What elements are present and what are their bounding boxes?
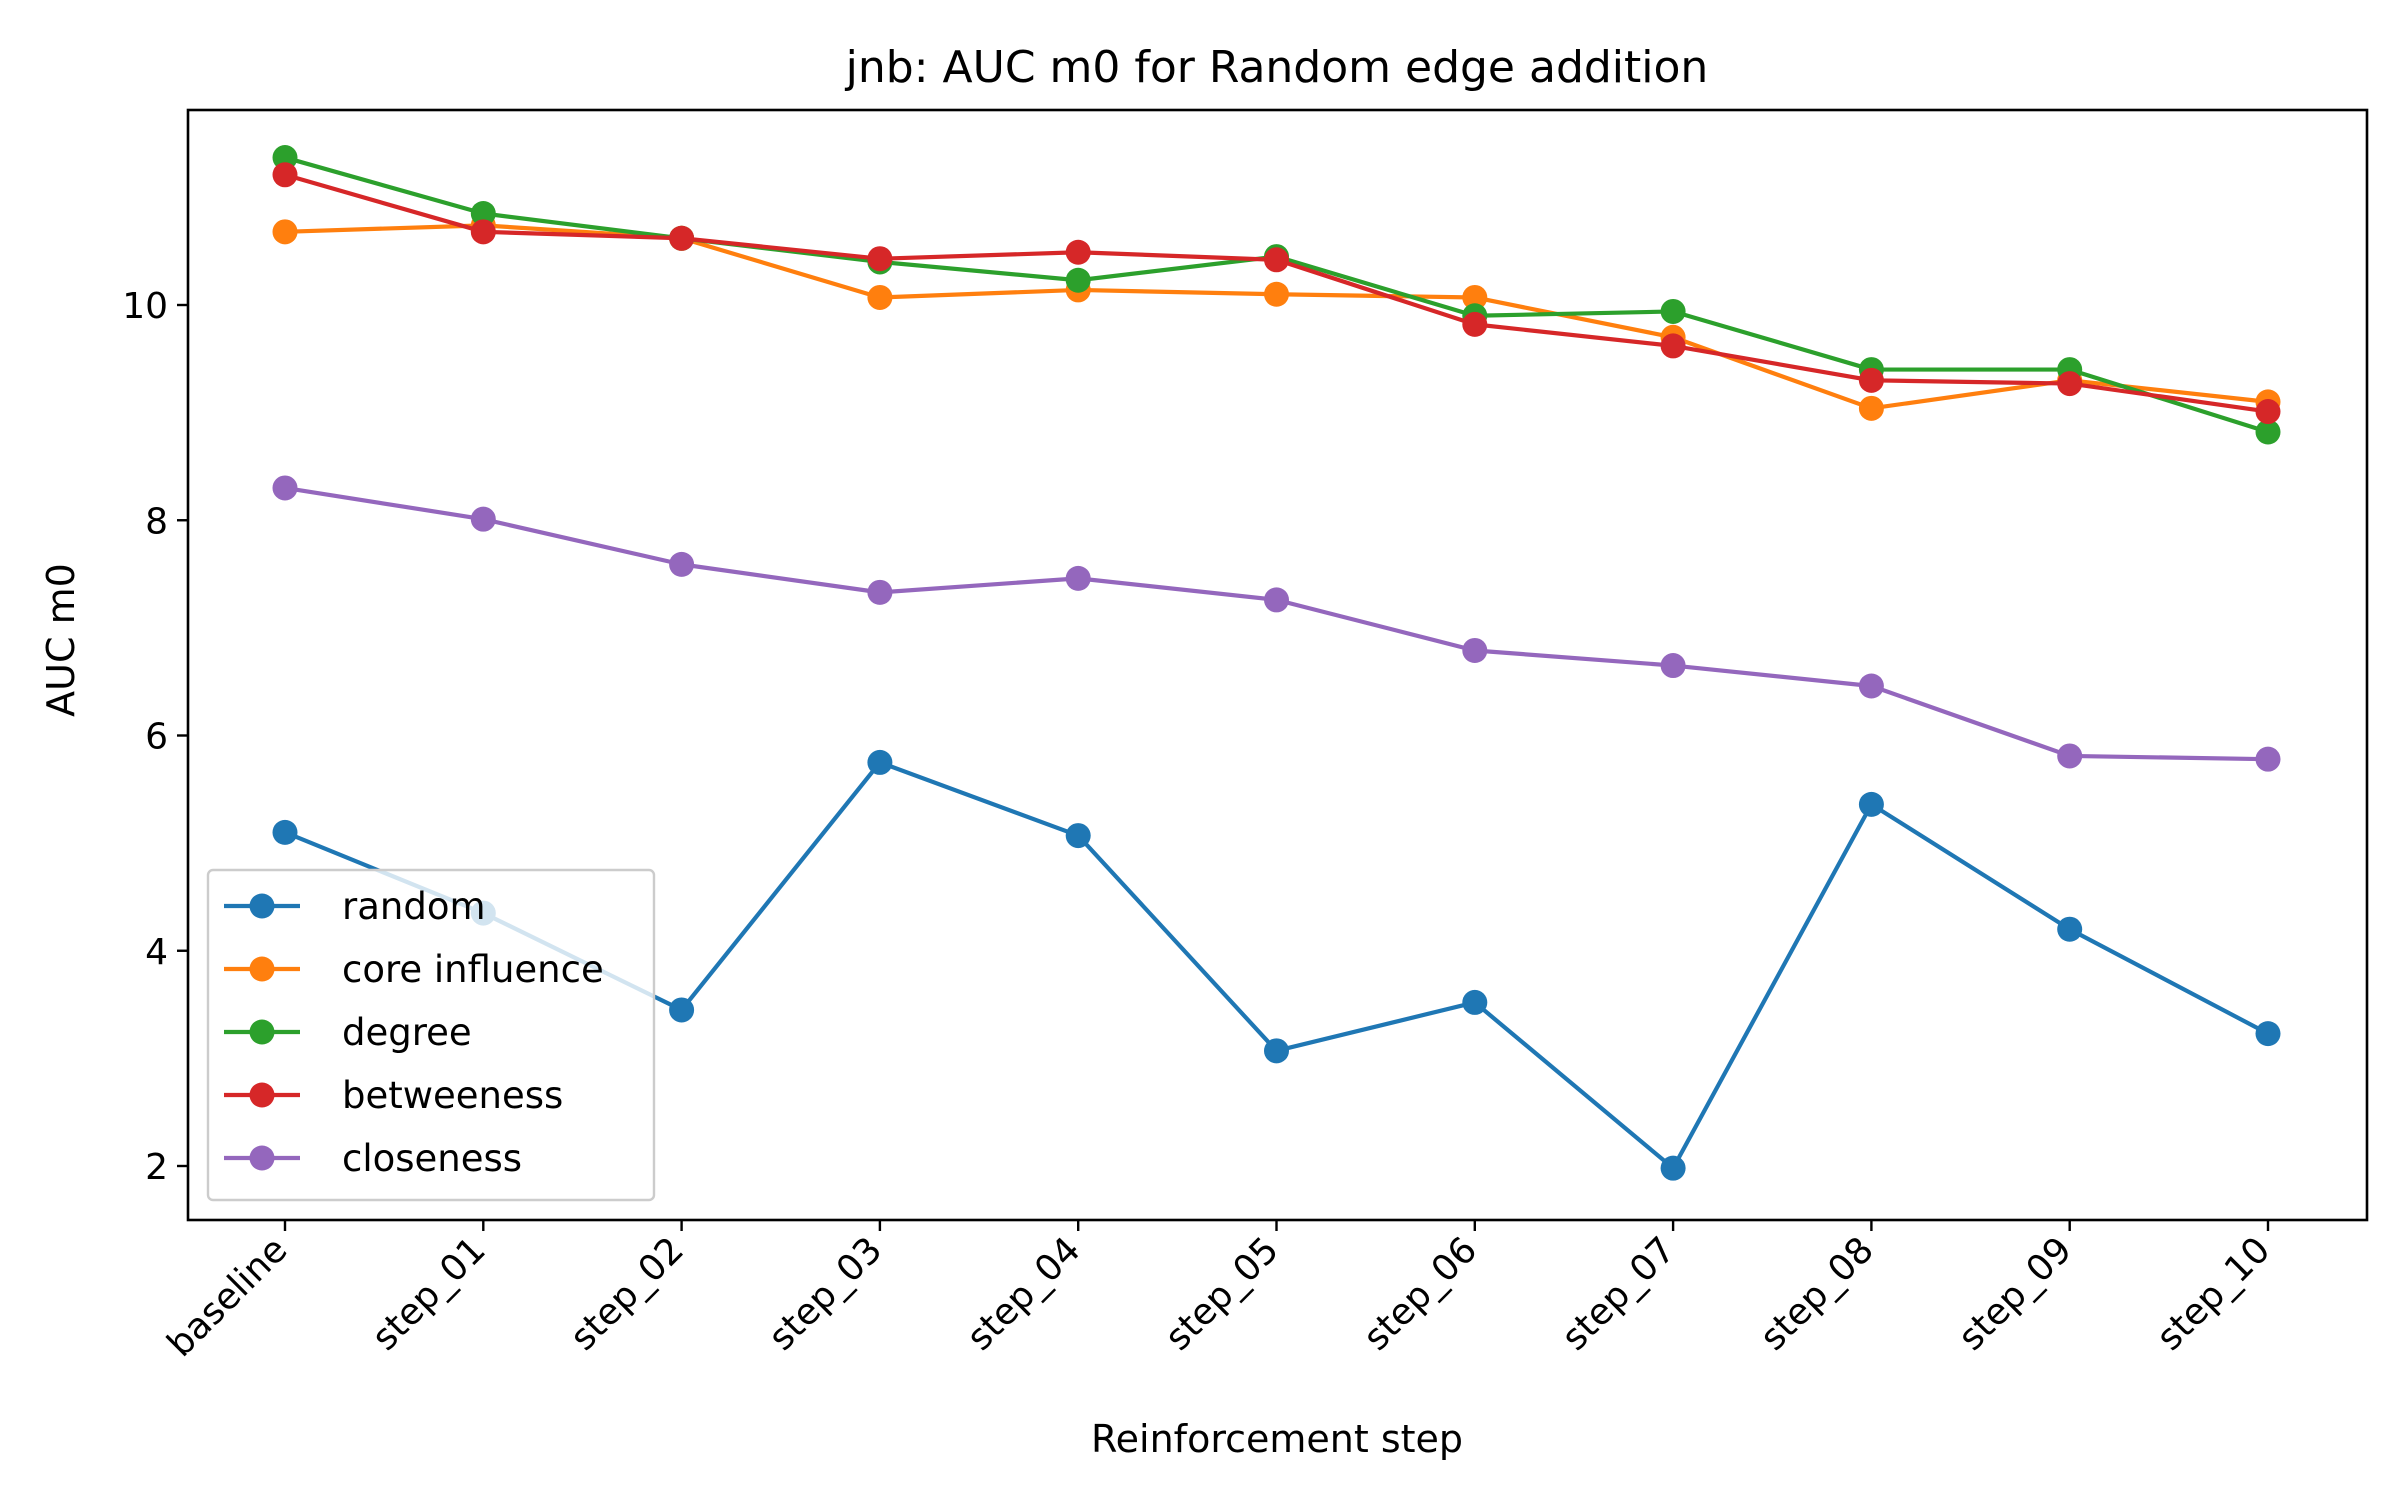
data-point xyxy=(470,201,496,227)
data-point xyxy=(1264,587,1289,613)
legend-label: degree xyxy=(342,1011,472,1054)
data-point xyxy=(1660,333,1686,359)
data-point xyxy=(2255,399,2281,425)
data-point xyxy=(867,284,893,310)
data-point xyxy=(1462,637,1488,663)
y-axis-label: AUC m0 xyxy=(39,563,83,717)
data-point xyxy=(272,219,298,245)
data-point xyxy=(470,219,496,245)
legend: random core influence degree betweeness clos… xyxy=(206,868,656,1202)
data-point xyxy=(2255,419,2281,445)
legend-item: degree xyxy=(224,1011,472,1054)
y-tick-label: 4 xyxy=(145,932,168,973)
data-point xyxy=(867,749,893,775)
data-point xyxy=(1264,1038,1289,1064)
data-point xyxy=(272,145,298,171)
series-betweeness xyxy=(272,162,2281,425)
y-tick-label: 6 xyxy=(145,717,168,758)
y-tick-label: 10 xyxy=(122,286,168,327)
legend-label: core influence xyxy=(342,948,604,991)
data-point xyxy=(2255,746,2281,772)
data-point xyxy=(1065,565,1091,591)
y-tick-label: 2 xyxy=(145,1147,168,1188)
data-point xyxy=(669,225,695,251)
legend-marker xyxy=(249,1019,275,1045)
legend-item: random xyxy=(224,885,486,928)
legend-item: core influence xyxy=(224,948,604,991)
chart-title: jnb: AUC m0 for Random edge addition xyxy=(845,42,1709,93)
data-point xyxy=(1660,1155,1686,1181)
data-point xyxy=(1065,267,1091,293)
data-point xyxy=(1660,653,1686,679)
data-point xyxy=(1660,298,1686,324)
data-point xyxy=(2255,1021,2281,1047)
data-point xyxy=(867,579,893,605)
data-point xyxy=(2057,371,2083,397)
data-point xyxy=(1065,239,1091,265)
data-point xyxy=(2057,916,2083,942)
data-point xyxy=(272,819,298,845)
legend-marker xyxy=(249,1145,275,1171)
legend-marker xyxy=(249,1082,275,1108)
series-closeness xyxy=(272,475,2281,772)
data-point xyxy=(272,162,298,188)
plot-area xyxy=(272,145,2281,1181)
data-point xyxy=(669,997,695,1023)
legend-label: closeness xyxy=(342,1137,522,1180)
legend-marker xyxy=(249,893,275,919)
data-point xyxy=(669,551,695,577)
legend-marker xyxy=(249,956,275,982)
data-point xyxy=(1858,791,1884,817)
data-point xyxy=(1462,284,1488,310)
data-point xyxy=(1264,247,1289,273)
data-point xyxy=(272,475,298,501)
data-point xyxy=(1462,311,1488,337)
legend-label: betweeness xyxy=(342,1074,563,1117)
data-point xyxy=(1065,823,1091,849)
data-point xyxy=(867,246,893,272)
legend-box xyxy=(206,868,656,1202)
data-point xyxy=(470,506,496,532)
data-point xyxy=(1264,281,1289,307)
data-point xyxy=(1462,989,1488,1015)
legend-item: closeness xyxy=(224,1137,522,1180)
data-point xyxy=(1858,395,1884,421)
y-tick-label: 8 xyxy=(145,501,168,542)
legend-item: betweeness xyxy=(224,1074,563,1117)
data-point xyxy=(1858,367,1884,393)
x-axis-label: Reinforcement step xyxy=(1091,1417,1463,1461)
legend-label: random xyxy=(342,885,486,928)
data-point xyxy=(1858,673,1884,699)
data-point xyxy=(2057,743,2083,769)
